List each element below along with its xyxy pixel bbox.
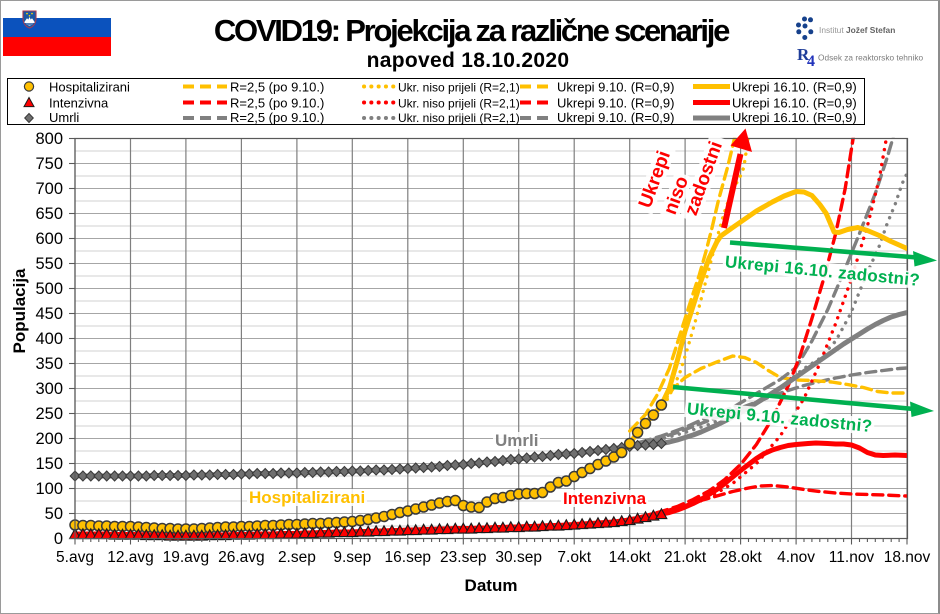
svg-text:700: 700 — [35, 180, 63, 198]
svg-text:Hospitalizirani: Hospitalizirani — [49, 80, 130, 95]
svg-text:23.sep: 23.sep — [440, 549, 487, 566]
svg-text:400: 400 — [35, 330, 63, 348]
svg-text:Ukr. niso prijeli (R=2,1): Ukr. niso prijeli (R=2,1) — [398, 81, 520, 95]
svg-text:Ukrepi 16.10. (R=0,9): Ukrepi 16.10. (R=0,9) — [732, 80, 857, 95]
svg-text:650: 650 — [35, 205, 63, 223]
svg-text:Ukrepi 16.10. (R=0,9): Ukrepi 16.10. (R=0,9) — [732, 110, 857, 124]
svg-text:Umrli: Umrli — [49, 110, 79, 124]
svg-text:14.okt: 14.okt — [609, 549, 652, 566]
svg-text:R=2,5 (po 9.10.): R=2,5 (po 9.10.) — [230, 110, 324, 124]
svg-text:Ukr. niso prijeli (R=2,1): Ukr. niso prijeli (R=2,1) — [398, 97, 520, 111]
svg-text:200: 200 — [35, 430, 63, 448]
svg-text:Ukrepi 9.10. (R=0,9): Ukrepi 9.10. (R=0,9) — [557, 96, 674, 111]
svg-text:R=2,5 (po 9.10.): R=2,5 (po 9.10.) — [230, 96, 324, 111]
svg-text:Institut Jožef Stefan: Institut Jožef Stefan — [819, 25, 895, 35]
svg-text:100: 100 — [35, 480, 63, 498]
svg-text:Ukr. niso prijeli (R=2,1): Ukr. niso prijeli (R=2,1) — [398, 111, 520, 124]
svg-text:Ukrepi 9.10. (R=0,9): Ukrepi 9.10. (R=0,9) — [557, 110, 674, 124]
svg-text:Ukrepi 16.10. (R=0,9): Ukrepi 16.10. (R=0,9) — [732, 96, 857, 111]
svg-text:4.nov: 4.nov — [777, 549, 815, 566]
svg-text:9.sep: 9.sep — [333, 549, 371, 566]
svg-text:28.okt: 28.okt — [719, 549, 762, 566]
svg-text:21.okt: 21.okt — [664, 549, 707, 566]
svg-text:Ukrepi 9.10. (R=0,9): Ukrepi 9.10. (R=0,9) — [557, 80, 674, 95]
svg-text:30.sep: 30.sep — [495, 549, 542, 566]
svg-text:12.avg: 12.avg — [107, 549, 154, 566]
svg-text:50: 50 — [45, 505, 63, 523]
svg-text:19.avg: 19.avg — [163, 549, 210, 566]
svg-text:4: 4 — [807, 53, 815, 70]
svg-text:350: 350 — [35, 355, 63, 373]
svg-text:5.avg: 5.avg — [56, 549, 94, 566]
svg-text:250: 250 — [35, 405, 63, 423]
svg-text:26.avg: 26.avg — [218, 549, 265, 566]
svg-text:18.nov: 18.nov — [884, 549, 931, 566]
svg-text:150: 150 — [35, 455, 63, 473]
svg-text:Odsek za reaktorsko tehniko: Odsek za reaktorsko tehniko — [818, 53, 924, 63]
svg-text:Intenzivna: Intenzivna — [49, 96, 109, 111]
svg-text:550: 550 — [35, 255, 63, 273]
svg-text:R=2,5 (po 9.10.): R=2,5 (po 9.10.) — [230, 80, 324, 95]
svg-text:2.sep: 2.sep — [278, 549, 316, 566]
svg-text:750: 750 — [35, 155, 63, 173]
svg-text:600: 600 — [35, 230, 63, 248]
svg-text:0: 0 — [54, 530, 63, 548]
svg-text:800: 800 — [35, 130, 63, 148]
svg-text:R: R — [797, 45, 810, 64]
svg-text:300: 300 — [35, 380, 63, 398]
svg-text:450: 450 — [35, 305, 63, 323]
svg-text:500: 500 — [35, 280, 63, 298]
svg-text:11.nov: 11.nov — [829, 549, 875, 566]
svg-text:16.sep: 16.sep — [385, 549, 432, 566]
svg-text:7.okt: 7.okt — [557, 549, 591, 566]
